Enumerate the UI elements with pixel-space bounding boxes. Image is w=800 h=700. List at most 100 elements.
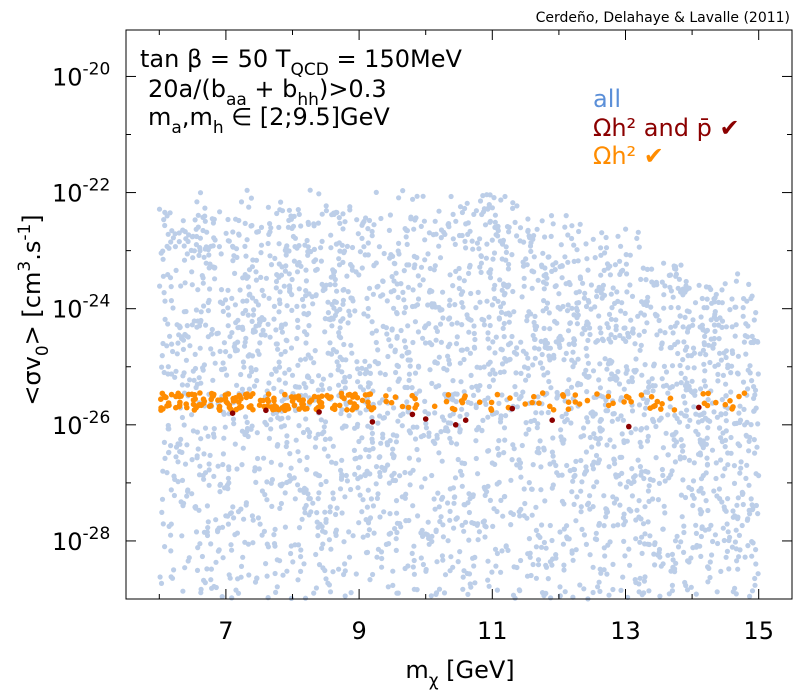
data-point-all [330,443,336,449]
data-point-all [510,288,516,295]
data-point-all [342,379,348,385]
data-point-all [315,533,321,539]
data-point-all [475,289,481,295]
data-point-all [440,534,446,540]
data-point-all [729,544,736,550]
data-point-all [172,374,178,380]
data-point-all [217,489,223,495]
data-point-all [494,587,500,593]
data-point-all [394,281,400,287]
data-point-all [210,351,216,357]
data-point-all [227,334,233,340]
data-point-all [419,527,425,533]
data-point-all [254,378,260,384]
data-point-all [529,268,535,274]
y-tick-label: 10-20 [52,59,110,91]
data-point-omega [226,404,233,411]
data-point-all [482,523,488,529]
data-point-all [671,443,677,449]
data-point-all [705,417,711,423]
data-point-all [578,457,584,464]
data-point-omega [295,393,302,400]
data-point-all [173,368,179,374]
data-point-all [496,452,502,458]
data-point-all [512,219,518,225]
data-point-all [382,371,388,378]
data-point-all [678,410,684,416]
data-point-all [550,453,556,459]
data-point-all [737,547,743,553]
data-point-all [602,356,608,362]
data-point-all [608,316,615,322]
data-point-all [389,274,395,280]
data-point-all [743,351,749,357]
data-point-all [225,305,231,311]
data-point-all [680,393,687,399]
data-point-all [272,570,278,577]
data-point-all [397,473,403,479]
data-point-all [496,438,502,444]
data-point-all [523,431,529,437]
data-point-all [473,438,479,444]
data-point-all [269,503,275,509]
data-point-all [483,255,489,261]
data-point-all [485,448,491,454]
data-point-all [387,212,393,218]
data-point-all [681,549,687,556]
data-point-all [455,559,461,565]
annotation-3-b-sub: h [213,118,224,138]
data-point-all [583,322,590,328]
data-point-all [629,466,635,472]
data-point-all [406,377,412,383]
data-point-all [613,327,619,333]
data-point-all [194,453,200,459]
data-point-all [288,345,295,351]
data-point-all [327,589,334,595]
data-point-all [487,275,494,281]
data-point-all [320,565,326,571]
data-point-all [720,372,727,378]
data-point-all [645,294,651,300]
data-point-all [498,197,504,203]
data-point-all [278,351,284,357]
data-point-all [521,275,527,281]
legend-entry-omega-pbar: Ωh² and p̄ ✔ [593,114,740,142]
data-point-all [315,220,321,226]
data-point-all [217,348,223,354]
data-point-all [407,363,413,369]
data-point-all [721,537,727,544]
data-point-all [637,439,643,445]
data-point-all [297,487,303,493]
data-point-omega [565,406,572,413]
data-point-all [266,231,272,237]
data-point-all [627,562,633,568]
data-point-all [274,210,280,217]
data-point-all [646,379,652,385]
data-point-all [315,431,321,437]
data-point-omega [412,395,418,402]
data-point-all [170,348,176,355]
data-point-all [360,534,366,540]
data-point-all [339,471,345,478]
data-point-all [194,567,201,574]
data-point-all [611,500,618,506]
data-point-all [682,347,689,353]
data-point-all [216,244,222,250]
data-point-all [349,350,355,356]
data-point-omega [238,403,245,410]
data-point-all [518,339,524,345]
data-point-all [604,366,610,372]
data-point-all [723,411,729,417]
data-point-all [733,591,739,597]
data-point-all [718,457,724,463]
data-point-all [288,213,294,219]
data-point-all [537,360,544,366]
data-point-all [202,470,209,476]
data-point-all [452,241,458,247]
data-point-all [526,480,532,486]
data-point-all [205,433,211,439]
data-point-all [294,269,301,275]
data-point-all [174,351,180,357]
data-point-all [506,319,512,325]
data-point-all [712,363,718,369]
